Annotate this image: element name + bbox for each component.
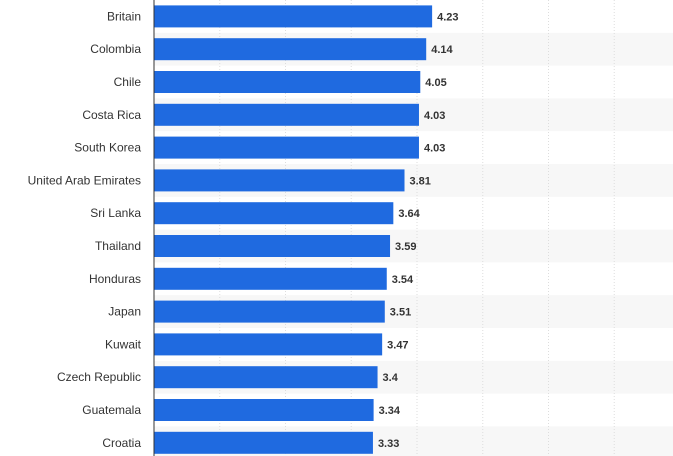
bar[interactable] [154,366,378,389]
data-label: 4.03 [424,110,445,122]
data-label: 3.4 [383,372,399,384]
category-label: United Arab Emirates [28,173,141,187]
bar[interactable] [154,333,383,356]
bar[interactable] [154,5,433,28]
data-label: 3.33 [378,438,399,450]
data-label: 3.81 [410,175,431,187]
bars [154,5,433,454]
category-label: Sri Lanka [90,206,141,220]
data-label: 4.03 [424,143,445,155]
category-label: Chile [114,75,142,89]
category-labels: Britain Colombia Chile Costa Rica South Kore… [28,9,142,449]
category-label: Guatemala [82,403,141,417]
bar[interactable] [154,267,387,290]
category-label: South Korea [74,141,141,155]
bar[interactable] [154,300,385,323]
category-label: Honduras [89,272,141,286]
bar[interactable] [154,235,391,257]
data-label: 3.64 [398,208,420,220]
bar[interactable] [154,38,427,61]
data-label: 3.51 [390,307,411,319]
category-label: Japan [108,305,141,319]
value-labels: 4.23 4.14 4.05 4.03 4.03 3.81 3.64 3.59 3.54 3.51… [378,11,459,449]
bar[interactable] [154,431,373,454]
category-label: Costa Rica [82,108,141,122]
data-label: 3.59 [395,241,416,253]
data-label: 3.34 [379,405,401,417]
bar[interactable] [154,399,374,421]
bar[interactable] [154,202,394,225]
category-label: Colombia [90,42,141,56]
data-label: 3.54 [392,274,414,286]
bar[interactable] [154,169,405,192]
data-label: 3.47 [387,339,408,351]
data-label: 4.23 [437,11,458,23]
bar[interactable] [154,103,419,126]
bar[interactable] [154,136,419,159]
category-label: Croatia [102,436,141,450]
category-label: Thailand [95,239,141,253]
category-label: Britain [107,9,141,23]
category-label: Czech Republic [57,370,141,384]
data-label: 4.14 [431,44,453,56]
data-label: 4.05 [425,77,446,89]
bar[interactable] [154,71,421,93]
category-label: Kuwait [105,337,142,351]
